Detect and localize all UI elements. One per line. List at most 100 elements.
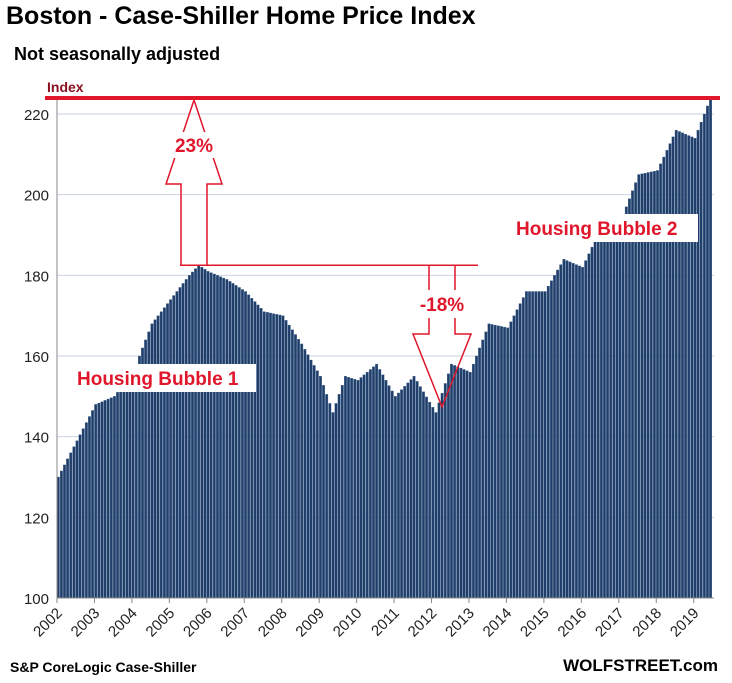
y-tick-label: 120 <box>24 510 49 527</box>
bar <box>166 303 169 599</box>
bar <box>156 315 160 599</box>
bar <box>649 171 653 599</box>
bar <box>184 279 188 599</box>
bar <box>456 366 460 599</box>
bar <box>621 214 625 599</box>
x-tick-label: 2016 <box>555 605 591 641</box>
bar <box>434 412 438 599</box>
bar <box>515 309 519 599</box>
bar <box>574 264 578 599</box>
bar <box>122 384 126 599</box>
bar <box>250 298 254 599</box>
bar <box>187 275 191 599</box>
bar <box>637 174 641 599</box>
bar <box>137 355 141 599</box>
bar <box>290 329 294 599</box>
bar <box>337 394 341 599</box>
bar <box>365 371 369 599</box>
bar <box>240 289 244 599</box>
x-tick-label: 2006 <box>180 605 216 641</box>
bar <box>521 297 525 599</box>
bar <box>200 267 204 599</box>
bar <box>315 370 319 599</box>
bar <box>194 268 198 599</box>
bar <box>128 376 132 599</box>
bar <box>375 363 379 599</box>
bar <box>671 136 675 599</box>
y-tick-label: 160 <box>24 349 49 366</box>
bar <box>63 464 66 599</box>
bar <box>150 323 154 599</box>
bar <box>693 138 697 599</box>
bar <box>696 129 700 599</box>
bar <box>590 246 594 599</box>
bar <box>72 446 76 599</box>
bar <box>606 225 609 599</box>
bar <box>78 434 82 599</box>
bar <box>216 275 219 599</box>
x-tick-label: 2019 <box>667 605 703 641</box>
bar <box>618 222 622 599</box>
bar <box>565 260 569 599</box>
bar <box>681 132 684 599</box>
bar <box>418 386 422 599</box>
bar <box>284 320 288 599</box>
bar <box>674 129 678 599</box>
bar <box>56 476 60 599</box>
x-tick-label: 2014 <box>480 605 516 641</box>
bar <box>459 367 463 599</box>
bubble1-label-bg <box>73 364 256 392</box>
bar <box>206 271 210 599</box>
bar <box>568 261 572 599</box>
bar <box>390 390 394 599</box>
bar <box>512 315 516 599</box>
x-tick-label: 2008 <box>255 605 291 641</box>
bar <box>422 391 425 599</box>
x-tick-label: 2013 <box>442 605 478 641</box>
bar <box>209 272 213 599</box>
bar <box>328 403 332 599</box>
x-tick-label: 2007 <box>217 605 253 641</box>
bar <box>652 170 656 599</box>
x-tick-label: 2009 <box>292 605 328 641</box>
bar <box>322 385 325 599</box>
bar <box>294 334 297 599</box>
bar <box>709 97 712 599</box>
x-tick-label: 2018 <box>629 605 665 641</box>
bar <box>587 253 591 599</box>
bar <box>534 291 538 599</box>
bar <box>103 400 107 599</box>
bar <box>309 359 313 599</box>
bar <box>596 233 600 599</box>
bar <box>181 283 185 599</box>
bar <box>631 190 634 599</box>
y-tick-label: 140 <box>24 430 49 447</box>
bar <box>59 470 63 599</box>
bar <box>443 383 447 599</box>
bubble2-label: Housing Bubble 2 <box>516 219 678 240</box>
bar <box>571 263 575 599</box>
up-arrow <box>164 97 224 266</box>
bar <box>153 319 157 599</box>
bar <box>690 136 694 599</box>
bar <box>100 401 104 599</box>
bar <box>699 121 703 599</box>
bar <box>343 376 347 599</box>
bar <box>97 402 101 599</box>
bar <box>325 394 329 599</box>
bar <box>356 380 360 599</box>
bar <box>91 410 95 599</box>
bar <box>496 325 500 599</box>
bar <box>319 376 322 599</box>
bar <box>275 314 279 599</box>
bar <box>278 314 282 599</box>
bar <box>659 163 663 599</box>
bar <box>531 291 535 599</box>
bar <box>312 365 316 599</box>
bar <box>584 260 588 599</box>
bar <box>406 382 410 599</box>
bubble2-label-bg <box>512 214 698 242</box>
bar <box>340 385 344 599</box>
bar <box>549 280 553 599</box>
bar <box>162 307 166 599</box>
